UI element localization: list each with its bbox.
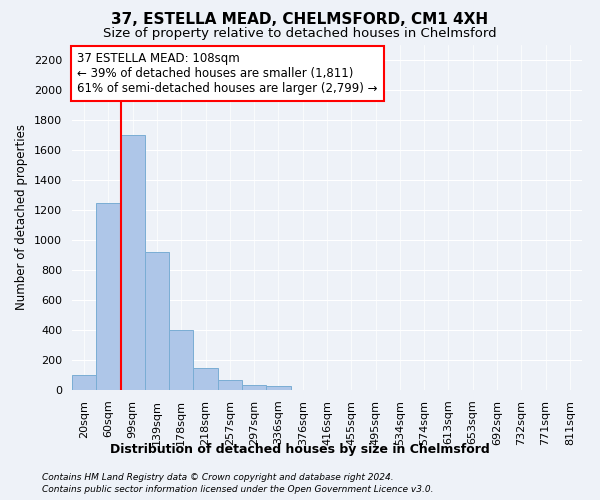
- Y-axis label: Number of detached properties: Number of detached properties: [16, 124, 28, 310]
- Text: Contains public sector information licensed under the Open Government Licence v3: Contains public sector information licen…: [42, 485, 433, 494]
- Bar: [193, 368, 218, 390]
- Text: Distribution of detached houses by size in Chelmsford: Distribution of detached houses by size …: [110, 442, 490, 456]
- Bar: [96, 202, 121, 390]
- Bar: [218, 380, 242, 390]
- Text: 37, ESTELLA MEAD, CHELMSFORD, CM1 4XH: 37, ESTELLA MEAD, CHELMSFORD, CM1 4XH: [112, 12, 488, 28]
- Bar: [72, 375, 96, 390]
- Text: Size of property relative to detached houses in Chelmsford: Size of property relative to detached ho…: [103, 28, 497, 40]
- Bar: [242, 385, 266, 390]
- Text: Contains HM Land Registry data © Crown copyright and database right 2024.: Contains HM Land Registry data © Crown c…: [42, 472, 394, 482]
- Bar: [266, 386, 290, 390]
- Bar: [145, 252, 169, 390]
- Text: 37 ESTELLA MEAD: 108sqm
← 39% of detached houses are smaller (1,811)
61% of semi: 37 ESTELLA MEAD: 108sqm ← 39% of detache…: [77, 52, 377, 95]
- Bar: [169, 330, 193, 390]
- Bar: [121, 135, 145, 390]
